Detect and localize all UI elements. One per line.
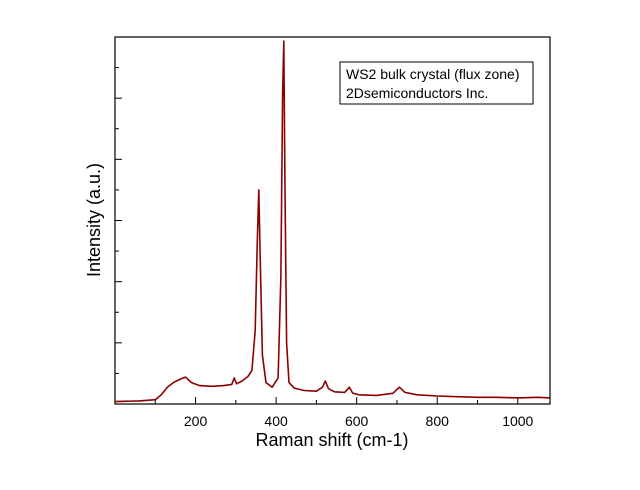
x-axis-ticks <box>154 397 519 404</box>
series-line-raman-spectrum <box>114 40 551 403</box>
legend-line-2: 2Dsemiconductors Inc. <box>346 85 488 101</box>
x-tick-label: 600 <box>345 413 369 429</box>
x-tick-label: 200 <box>184 413 208 429</box>
x-axis-tick-labels: 200 400 600 800 1000 <box>184 413 534 429</box>
y-axis-ticks <box>115 36 122 405</box>
y-axis-label: Intensity (a.u.) <box>84 163 104 277</box>
x-axis-label: Raman shift (cm-1) <box>255 430 408 450</box>
legend-line-1: WS2 bulk crystal (flux zone) <box>346 66 520 82</box>
legend-frame <box>339 61 534 105</box>
x-tick-label: 1000 <box>502 413 533 429</box>
legend-box: WS2 bulk crystal (flux zone) 2Dsemicondu… <box>339 61 534 105</box>
x-tick-label: 800 <box>426 413 450 429</box>
x-tick-label: 400 <box>264 413 288 429</box>
